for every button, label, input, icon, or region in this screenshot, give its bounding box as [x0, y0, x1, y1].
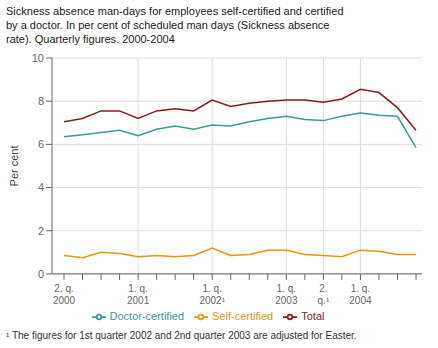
svg-text:1. q.2004: 1. q.2004 — [349, 283, 372, 306]
svg-text:1. q.2003: 1. q.2003 — [275, 283, 298, 306]
svg-text:4: 4 — [38, 181, 44, 193]
svg-text:2. q.2000: 2. q.2000 — [53, 283, 76, 306]
svg-text:10: 10 — [32, 52, 44, 64]
svg-text:1. q.2001: 1. q.2001 — [127, 283, 150, 306]
svg-text:0: 0 — [38, 268, 44, 280]
svg-text:8: 8 — [38, 95, 44, 107]
svg-text:2: 2 — [38, 225, 44, 237]
svg-text:2.q.¹: 2.q.¹ — [318, 283, 330, 306]
html-text:by a doctor. In per cent of sc: by a doctor. In per cent of scheduled ma… — [6, 19, 330, 31]
svg-text:1. q.2002¹: 1. q.2002¹ — [199, 283, 225, 306]
svg-text:Per cent: Per cent — [8, 145, 20, 186]
html-text:Total: Total — [301, 309, 325, 322]
svg-text:6: 6 — [38, 138, 44, 150]
html-text:Doctor-certified: Doctor-certified — [109, 309, 185, 322]
html-text:rate). Quarterly figures. 2000: rate). Quarterly figures. 2000-2004 — [6, 33, 175, 45]
html-text:¹ The figures for 1st quarter: ¹ The figures for 1st quarter 2002 and 2… — [6, 330, 357, 341]
html-text:Self-certified: Self-certified — [212, 309, 274, 322]
html-text:Sickness absence man-days for: Sickness absence man-days for employees … — [6, 5, 344, 17]
